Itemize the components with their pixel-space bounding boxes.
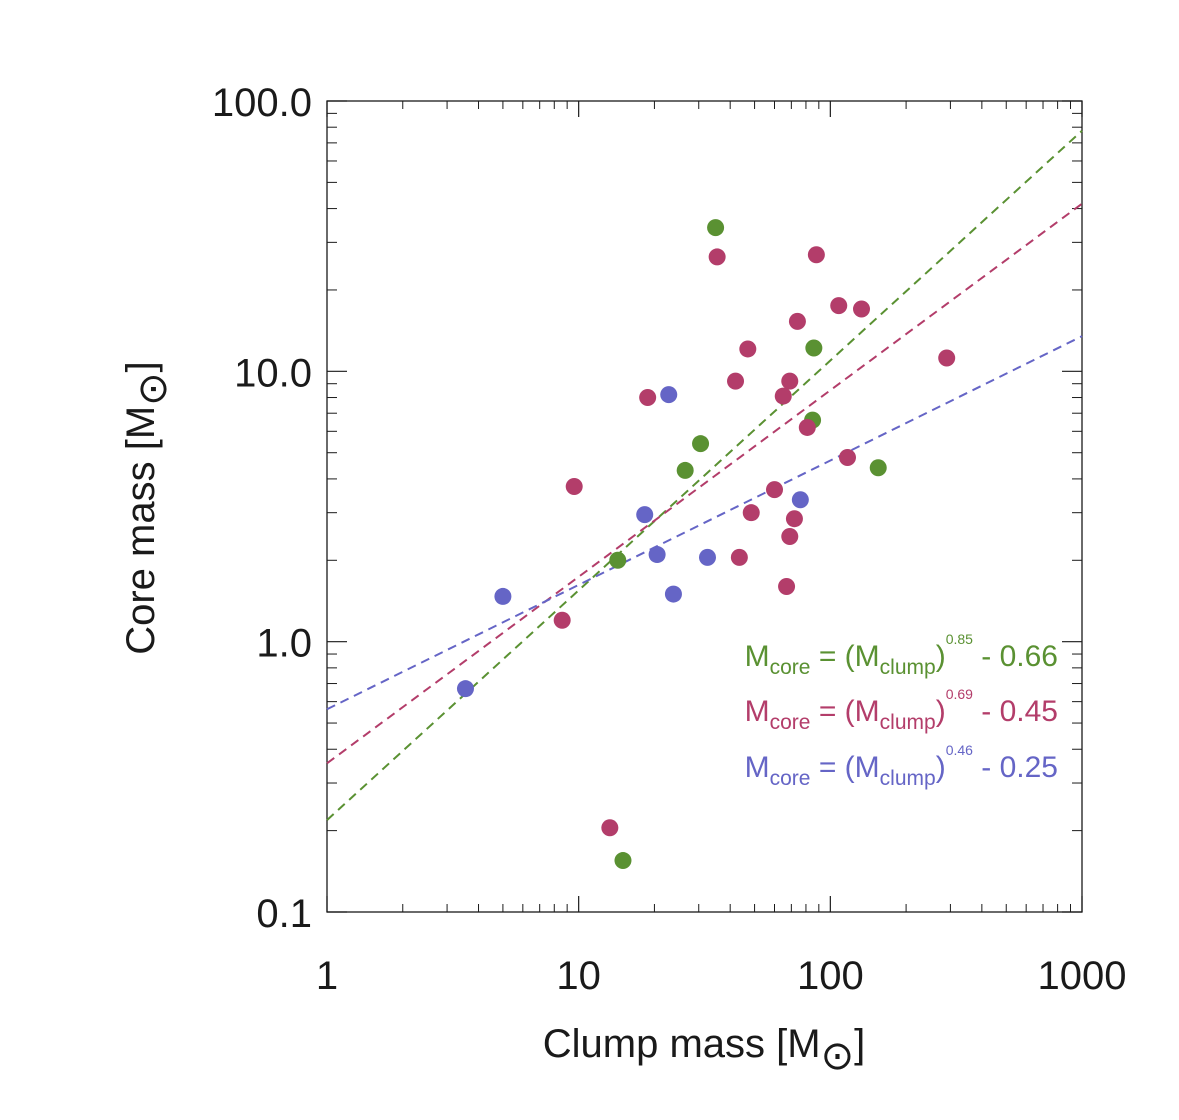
fit-equation-green: Mcore = (Mclump)0.85 - 0.66 <box>745 631 1058 679</box>
data-point-magenta <box>853 300 871 318</box>
y-tick-label: 100.0 <box>212 81 312 125</box>
fit-lines <box>326 129 1083 821</box>
x-tick-label: 1 <box>316 954 338 998</box>
y-tick-label: 1.0 <box>256 622 312 666</box>
data-point-blue <box>648 546 666 564</box>
x-axis-title: Clump mass [M⊙] <box>543 1022 865 1079</box>
data-point-blue <box>664 585 682 603</box>
x-tick-labels: 1 10 100 1000 <box>316 954 1127 998</box>
y-axis-title: Core mass [M⊙] <box>119 361 176 655</box>
data-point-magenta <box>766 481 784 499</box>
data-point-magenta <box>798 418 816 436</box>
data-point-magenta <box>788 312 806 330</box>
data-point-green <box>805 339 823 357</box>
y-tick-labels: 0.1 1.0 10.0 100.0 <box>212 81 312 936</box>
minor-ticks <box>327 101 1082 912</box>
data-point-blue <box>698 548 716 566</box>
data-point-blue <box>791 491 809 509</box>
data-point-blue <box>636 506 654 524</box>
data-point-magenta <box>742 504 760 522</box>
plot-frame <box>326 100 1083 913</box>
fit-equation-blue: Mcore = (Mclump)0.46 - 0.25 <box>745 742 1058 790</box>
y-tick-label: 10.0 <box>234 351 312 395</box>
x-tick-label: 10 <box>556 954 601 998</box>
data-point-magenta <box>601 819 619 837</box>
fit-line-magenta <box>326 202 1083 765</box>
data-point-green <box>692 435 710 453</box>
data-point-green <box>676 461 694 479</box>
data-point-magenta <box>781 527 799 545</box>
data-point-magenta <box>708 248 726 266</box>
data-point-magenta <box>639 389 657 407</box>
data-point-magenta <box>830 297 848 315</box>
data-point-blue <box>660 386 678 404</box>
data-point-blue <box>494 587 512 605</box>
data-point-green <box>869 459 887 477</box>
data-point-magenta <box>807 246 825 264</box>
data-point-magenta <box>938 349 956 367</box>
fit-line-green <box>326 129 1083 821</box>
data-point-magenta <box>727 372 745 390</box>
major-ticks <box>326 100 1083 913</box>
data-point-green <box>614 852 632 870</box>
data-point-magenta <box>778 577 796 595</box>
data-point-magenta <box>730 548 748 566</box>
data-point-magenta <box>774 387 792 405</box>
data-point-magenta <box>553 611 571 629</box>
data-point-magenta <box>781 372 799 390</box>
data-point-magenta <box>838 449 856 467</box>
fit-line-blue <box>326 335 1083 711</box>
data-point-magenta <box>739 340 757 358</box>
x-tick-label: 100 <box>797 954 864 998</box>
data-point-magenta <box>565 477 583 495</box>
data-point-blue <box>456 680 474 698</box>
data-point-magenta <box>785 510 803 528</box>
data-points <box>456 219 956 870</box>
fit-equation-magenta: Mcore = (Mclump)0.69 - 0.45 <box>745 686 1058 734</box>
x-tick-label: 1000 <box>1038 954 1127 998</box>
data-point-green <box>609 551 627 569</box>
fit-equations: Mcore = (Mclump)0.85 - 0.66 Mcore = (Mclu… <box>745 631 1058 790</box>
y-tick-label: 0.1 <box>256 892 312 936</box>
data-point-green <box>707 219 725 237</box>
